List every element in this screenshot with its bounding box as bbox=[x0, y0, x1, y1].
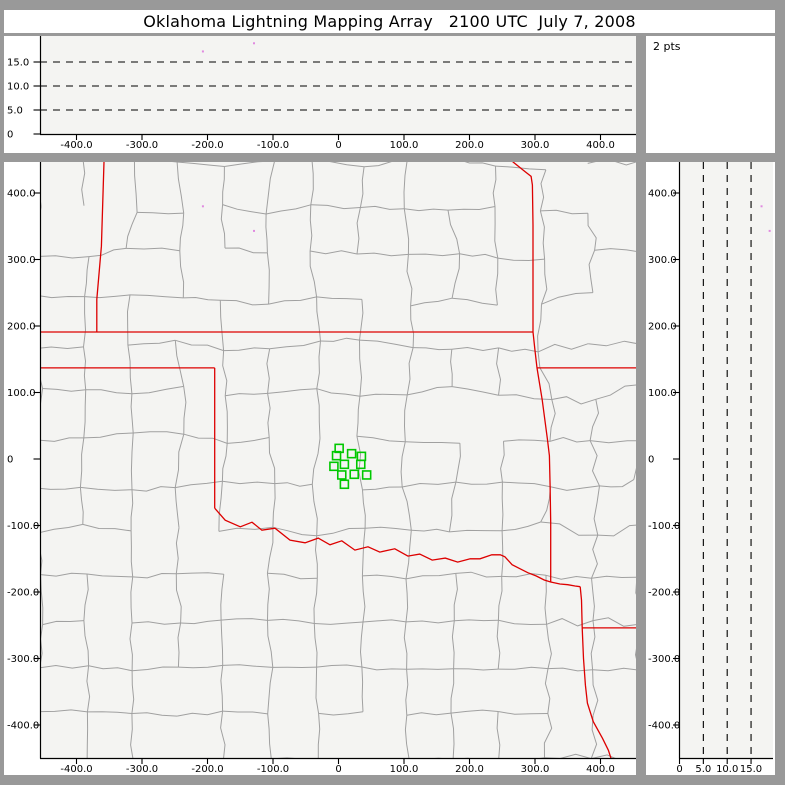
plot-background bbox=[40, 36, 636, 134]
lma-station-marker bbox=[331, 450, 342, 461]
tick-label: -400.0 bbox=[60, 764, 92, 775]
tick-label: -300.0 bbox=[126, 140, 158, 151]
tick-label: 0 bbox=[676, 764, 682, 775]
axes bbox=[33, 36, 636, 140]
tick-label: 0 bbox=[7, 455, 13, 466]
lma-station-marker bbox=[355, 459, 366, 470]
tick-label: 10.0 bbox=[7, 82, 29, 93]
tick-label: 200.0 bbox=[7, 322, 36, 333]
tick-label: 200.0 bbox=[455, 764, 484, 775]
tick-label: 10.0 bbox=[716, 764, 738, 775]
tick-label: -200.0 bbox=[7, 588, 39, 599]
tick-label: 5.0 bbox=[695, 764, 711, 775]
lma-station-marker bbox=[361, 470, 372, 480]
tick-label: -400.0 bbox=[7, 721, 39, 732]
page-title: Oklahoma Lightning Mapping Array 2100 UT… bbox=[143, 12, 636, 31]
altitude-dashed-gridlines bbox=[40, 61, 636, 111]
tick-label: -200.0 bbox=[648, 588, 680, 599]
tick-label: 0 bbox=[335, 140, 341, 151]
altitude-ew-plot[interactable]: 0 5.0 10.0 15.0 -400.0 -300.0 -200.0 -100.0 0 100… bbox=[4, 36, 636, 153]
tick-label: 0 bbox=[7, 130, 13, 141]
lma-station-marker bbox=[339, 459, 350, 470]
tick-label: -300.0 bbox=[648, 654, 680, 665]
lma-station-marker bbox=[346, 448, 357, 459]
tick-label: 300.0 bbox=[648, 255, 677, 266]
altitude-ew-panel[interactable]: 0 5.0 10.0 15.0 -400.0 -300.0 -200.0 -100.0 0 100… bbox=[4, 36, 636, 153]
axes bbox=[33, 162, 636, 764]
lma-station-marker bbox=[349, 469, 360, 480]
tick-label: 5.0 bbox=[7, 106, 23, 117]
lma-station-marker bbox=[329, 461, 339, 472]
lma-stations bbox=[329, 443, 372, 490]
lightning-sources bbox=[201, 42, 256, 53]
tick-label: -100.0 bbox=[257, 140, 289, 151]
plan-view-panel[interactable]: 400.0 300.0 200.0 100.0 0 -100.0 -200.0 -300.0 -… bbox=[4, 162, 636, 775]
tick-label: 300.0 bbox=[521, 140, 550, 151]
tick-label: 400.0 bbox=[586, 140, 615, 151]
tick-label: 0 bbox=[648, 455, 654, 466]
lightning-sources bbox=[760, 205, 771, 232]
tick-label: 0 bbox=[335, 764, 341, 775]
axes bbox=[673, 162, 773, 764]
tick-label: -100.0 bbox=[7, 521, 39, 532]
tick-label: 100.0 bbox=[390, 764, 419, 775]
state-boundaries bbox=[40, 162, 636, 758]
lma-station-marker bbox=[339, 479, 350, 490]
tick-label: -300.0 bbox=[126, 764, 158, 775]
tick-label: 100.0 bbox=[648, 388, 677, 399]
tick-label: 200.0 bbox=[455, 140, 484, 151]
county-boundaries bbox=[40, 162, 636, 758]
tick-label: -100.0 bbox=[257, 764, 289, 775]
tick-label: 300.0 bbox=[7, 255, 36, 266]
tick-label: -400.0 bbox=[60, 140, 92, 151]
altitude-ns-plot[interactable]: 400.0 300.0 200.0 100.0 0 -100.0 -200.0 -300.0 -… bbox=[646, 162, 775, 775]
altitude-dashed-gridlines bbox=[702, 162, 752, 758]
tick-label: -200.0 bbox=[191, 764, 223, 775]
tick-label: -400.0 bbox=[648, 721, 680, 732]
tick-label: 300.0 bbox=[521, 764, 550, 775]
title-bar: Oklahoma Lightning Mapping Array 2100 UT… bbox=[4, 10, 775, 33]
tick-label: 400.0 bbox=[7, 189, 36, 200]
tick-label: 15.0 bbox=[7, 58, 29, 69]
lightning-sources bbox=[201, 205, 256, 232]
tick-label: 400.0 bbox=[648, 189, 677, 200]
points-count-panel: 2 pts bbox=[646, 36, 775, 153]
plot-background bbox=[679, 162, 773, 758]
tick-label: 100.0 bbox=[7, 388, 36, 399]
tick-label: 15.0 bbox=[740, 764, 762, 775]
points-count-label: 2 pts bbox=[653, 40, 681, 53]
lma-station-marker bbox=[336, 470, 347, 480]
tick-label: -200.0 bbox=[191, 140, 223, 151]
tick-label: 100.0 bbox=[390, 140, 419, 151]
tick-label: 200.0 bbox=[648, 322, 677, 333]
tick-label: -100.0 bbox=[648, 521, 680, 532]
plan-view-plot[interactable]: 400.0 300.0 200.0 100.0 0 -100.0 -200.0 -300.0 -… bbox=[4, 162, 636, 775]
tick-label: 400.0 bbox=[586, 764, 615, 775]
altitude-ns-panel[interactable]: 400.0 300.0 200.0 100.0 0 -100.0 -200.0 -300.0 -… bbox=[646, 162, 775, 775]
tick-label: -300.0 bbox=[7, 654, 39, 665]
